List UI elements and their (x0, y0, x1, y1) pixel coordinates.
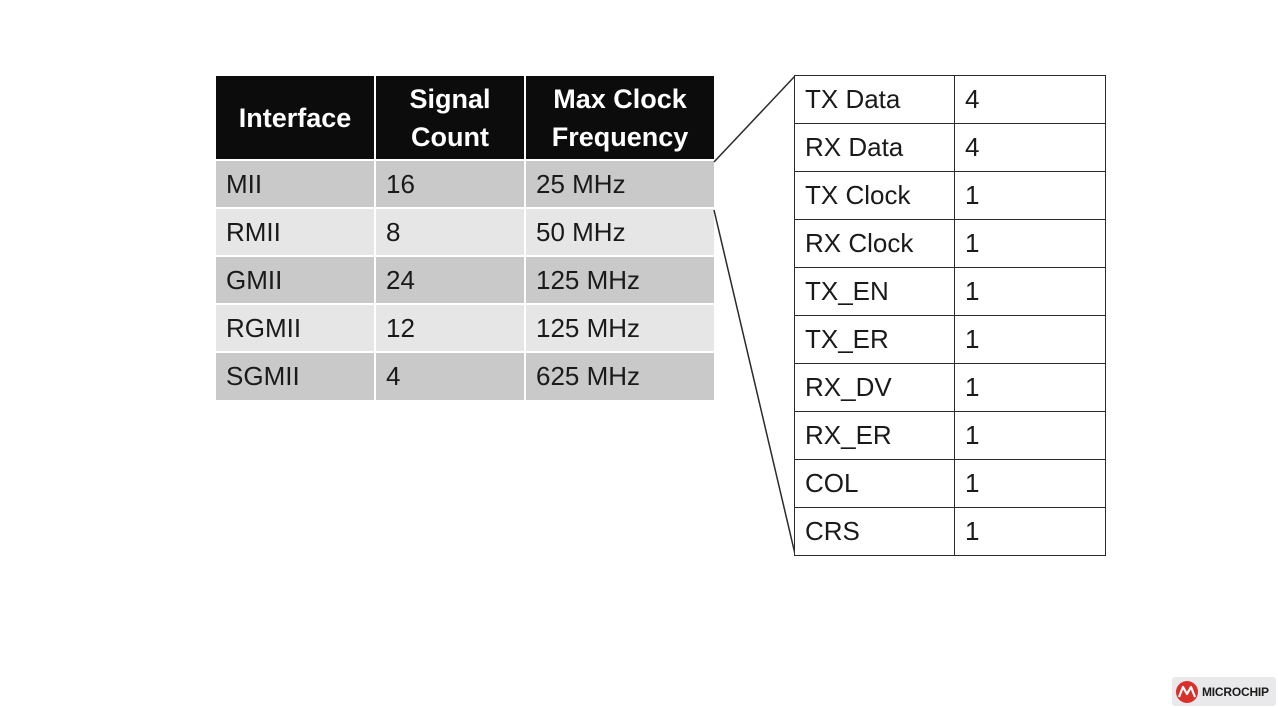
callout-line-top (713, 75, 796, 163)
signal-row: RX_DV 1 (794, 363, 1106, 412)
callout-line-bottom (713, 209, 796, 555)
header-interface: Interface (216, 76, 376, 160)
signal-count: 4 (954, 75, 1106, 124)
cell-max-clock: 25 MHz (525, 159, 714, 208)
table-row: MII 16 25 MHz (216, 159, 714, 208)
table-row: RMII 8 50 MHz (216, 207, 714, 256)
cell-max-clock: 50 MHz (525, 207, 714, 256)
cell-signal-count: 16 (375, 159, 526, 208)
signal-name: RX Data (794, 123, 955, 172)
signal-count: 1 (954, 219, 1106, 268)
table-row: RGMII 12 125 MHz (216, 303, 714, 352)
cell-max-clock: 125 MHz (525, 255, 714, 304)
signal-row: RX_ER 1 (794, 411, 1106, 460)
signal-count: 1 (954, 411, 1106, 460)
cell-interface: MII (216, 159, 376, 208)
signal-name: TX_ER (794, 315, 955, 364)
logo-text: MICROCHIP (1202, 684, 1269, 699)
cell-signal-count: 4 (375, 351, 526, 400)
signal-count: 1 (954, 315, 1106, 364)
microchip-logo: MICROCHIP (1172, 677, 1276, 706)
signal-row: CRS 1 (794, 507, 1106, 556)
table-row: SGMII 4 625 MHz (216, 351, 714, 400)
microchip-logo-icon (1176, 680, 1198, 703)
cell-max-clock: 125 MHz (525, 303, 714, 352)
cell-signal-count: 12 (375, 303, 526, 352)
cell-interface: GMII (216, 255, 376, 304)
signal-name: TX Clock (794, 171, 955, 220)
mii-signal-table: TX Data 4 RX Data 4 TX Clock 1 RX Clock … (794, 75, 1106, 556)
header-signal-count: Signal Count (375, 76, 526, 160)
signal-name: RX_DV (794, 363, 955, 412)
signal-name: RX Clock (794, 219, 955, 268)
signal-name: CRS (794, 507, 955, 556)
cell-interface: RMII (216, 207, 376, 256)
signal-name: TX_EN (794, 267, 955, 316)
signal-count: 1 (954, 363, 1106, 412)
signal-name: COL (794, 459, 955, 508)
interface-table: Interface Signal Count Max Clock Frequen… (216, 76, 714, 400)
table-row: GMII 24 125 MHz (216, 255, 714, 304)
table-header-row: Interface Signal Count Max Clock Frequen… (216, 76, 714, 160)
signal-count: 1 (954, 267, 1106, 316)
signal-row: TX Data 4 (794, 75, 1106, 124)
signal-row: RX Clock 1 (794, 219, 1106, 268)
signal-row: COL 1 (794, 459, 1106, 508)
signal-row: RX Data 4 (794, 123, 1106, 172)
header-max-clock-frequency: Max Clock Frequency (525, 76, 714, 160)
cell-interface: SGMII (216, 351, 376, 400)
signal-name: RX_ER (794, 411, 955, 460)
signal-row: TX Clock 1 (794, 171, 1106, 220)
signal-count: 1 (954, 171, 1106, 220)
signal-row: TX_ER 1 (794, 315, 1106, 364)
signal-name: TX Data (794, 75, 955, 124)
cell-signal-count: 8 (375, 207, 526, 256)
signal-count: 4 (954, 123, 1106, 172)
cell-interface: RGMII (216, 303, 376, 352)
cell-max-clock: 625 MHz (525, 351, 714, 400)
cell-signal-count: 24 (375, 255, 526, 304)
signal-row: TX_EN 1 (794, 267, 1106, 316)
signal-count: 1 (954, 507, 1106, 556)
signal-count: 1 (954, 459, 1106, 508)
